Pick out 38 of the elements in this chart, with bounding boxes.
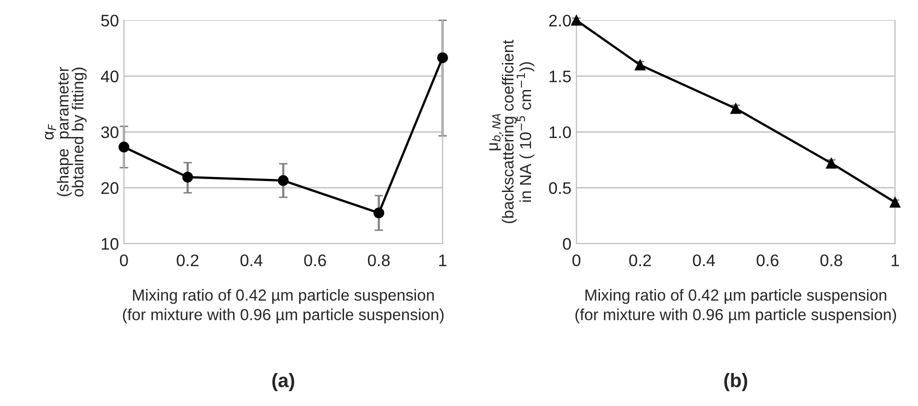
point [730, 103, 742, 114]
text: (a) [272, 372, 294, 392]
x-axis-title: Mixing ratio of 0.42 µm particle suspension (for mixture with 0.96 µm particle suspension) [122, 289, 444, 324]
x-tick-label: 0.8 [820, 254, 842, 266]
x-tick-label: 0.2 [176, 254, 198, 266]
point [826, 158, 837, 169]
y-tick-label: 30 [101, 126, 118, 138]
point [890, 196, 900, 208]
point [118, 142, 130, 152]
y-tick-label: 1.5 [550, 70, 571, 82]
x-tick-label: 0.6 [756, 254, 778, 266]
point [634, 60, 646, 70]
y-axis-title: μ$_{b,NA}$ (backscattering coefficient in NA ( 10$^{−5}$ cm$^{−1}$)) [489, 40, 534, 224]
y-tick-label: 0 [562, 238, 571, 250]
x-tick-label: 0.8 [368, 254, 390, 266]
y-tick-label: 20 [101, 182, 118, 194]
text: (b) [724, 372, 748, 392]
x-tick-label: 0.6 [304, 254, 326, 266]
x-tick-label: 0 [572, 254, 580, 266]
x-axis-title: Mixing ratio of 0.42 µm particle suspension (for mixture with 0.96 µm particle suspension) [575, 289, 896, 324]
y-tick-label: 50 [101, 14, 118, 27]
y-tick-label: 40 [100, 70, 118, 82]
point [373, 208, 384, 218]
y-tick-label: 2.0 [549, 14, 571, 27]
point [182, 172, 194, 183]
x-tick-label: 1 [892, 254, 899, 266]
point [278, 175, 289, 186]
x-tick-label: 0.4 [240, 254, 262, 266]
point [437, 52, 448, 64]
point [571, 14, 582, 26]
x-tick-label: 0.4 [692, 254, 715, 266]
x-tick-label: 0 [120, 254, 128, 266]
y-tick-label: 1.0 [550, 126, 571, 138]
x-tick-label: 1 [439, 254, 446, 266]
y-tick-label: 0.5 [549, 182, 571, 194]
y-axis-title: α$_{F}$ (shape parameter obtained by fitting) [44, 66, 87, 197]
x-tick-label: 0.2 [629, 254, 651, 266]
y-tick-label: 10 [102, 238, 118, 250]
